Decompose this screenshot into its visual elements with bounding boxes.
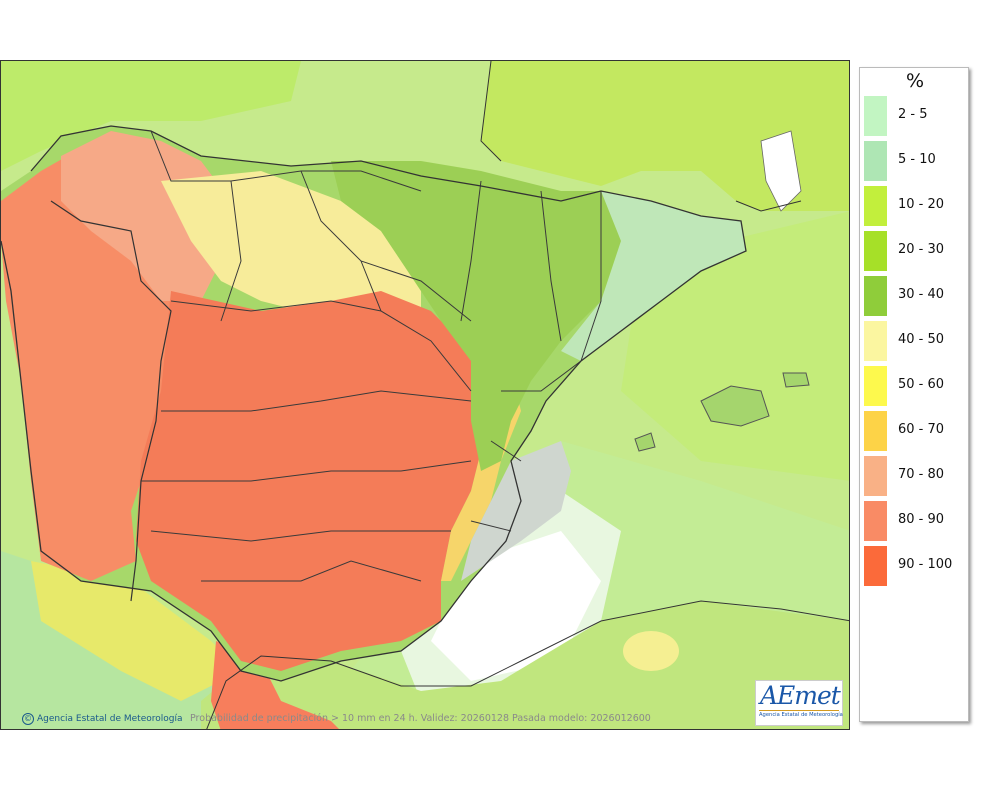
legend-item: 30 - 40 [864,275,968,316]
map-caption: Probabilidad de precipitación > 10 mm en… [190,713,651,724]
legend-swatch [864,501,887,541]
legend-label: 40 - 50 [898,332,945,347]
legend-label: 5 - 10 [898,152,936,167]
logo-divider [759,710,839,711]
france-land [481,61,849,211]
legend-label: 20 - 30 [898,242,945,257]
legend-swatch [864,321,887,361]
mallorca [700,385,770,427]
legend-panel: % 2 - 5 5 - 10 10 - 20 20 - 30 30 - 40 4… [859,67,969,722]
legend-label: 50 - 60 [898,377,945,392]
iberia-yellow-castilla [161,171,421,331]
sea-zone-gulf-cadiz [31,561,241,701]
legend-swatch [864,546,887,586]
legend-item: 20 - 30 [864,230,968,271]
copyright-icon: © [22,713,34,725]
sea-zone-atlantic [1,61,301,171]
legend-swatch [864,186,887,226]
corsica-sardinia [760,130,802,212]
legend-swatch [864,456,887,496]
legend-label: 60 - 70 [898,422,945,437]
legend-item: 80 - 90 [864,500,968,541]
legend-swatch [864,96,887,136]
credit-text: Agencia Estatal de Meteorología [37,714,183,724]
legend-item: 10 - 20 [864,185,968,226]
region-borders [141,130,602,582]
north-africa-land [201,601,849,729]
iberia-green-east [331,161,621,471]
legend-item: 50 - 60 [864,365,968,406]
legend-label: 80 - 90 [898,512,945,527]
probability-map [0,60,850,730]
legend-item: 2 - 5 [864,95,968,136]
legend-label: 30 - 40 [898,287,945,302]
legend-item: 5 - 10 [864,140,968,181]
legend-item: 40 - 50 [864,320,968,361]
legend-label: 10 - 20 [898,197,945,212]
coastline [1,125,747,682]
legend-label: 90 - 100 [898,557,953,572]
menorca [782,372,810,388]
france-border [480,61,802,212]
legend-item: 70 - 80 [864,455,968,496]
footer-credit: © Agencia Estatal de Meteorología [22,713,183,725]
legend-swatch [864,276,887,316]
legend-label: 2 - 5 [898,107,928,122]
iberia-salmon-north [61,131,231,301]
country-border-portugal [50,200,172,602]
map-canvas [1,61,849,729]
legend-swatch [864,366,887,406]
legend-title: % [905,70,925,92]
legend-swatch [864,231,887,271]
logo-subtitle: Agencia Estatal de Meteorología [759,712,843,718]
legend-swatch [864,411,887,451]
iberia-grey-valencia [461,441,571,581]
legend-item: 90 - 100 [864,545,968,586]
aemet-logo: AEmet Agencia Estatal de Meteorología [755,680,843,726]
africa-coastline [206,600,849,729]
logo-wordmark: AEmet [760,681,841,710]
africa-yellow-spot [623,631,679,671]
iberia-pale-catalonia [561,191,746,361]
legend-swatch [864,141,887,181]
ibiza [634,432,656,452]
legend-label: 70 - 80 [898,467,945,482]
legend-item: 60 - 70 [864,410,968,451]
